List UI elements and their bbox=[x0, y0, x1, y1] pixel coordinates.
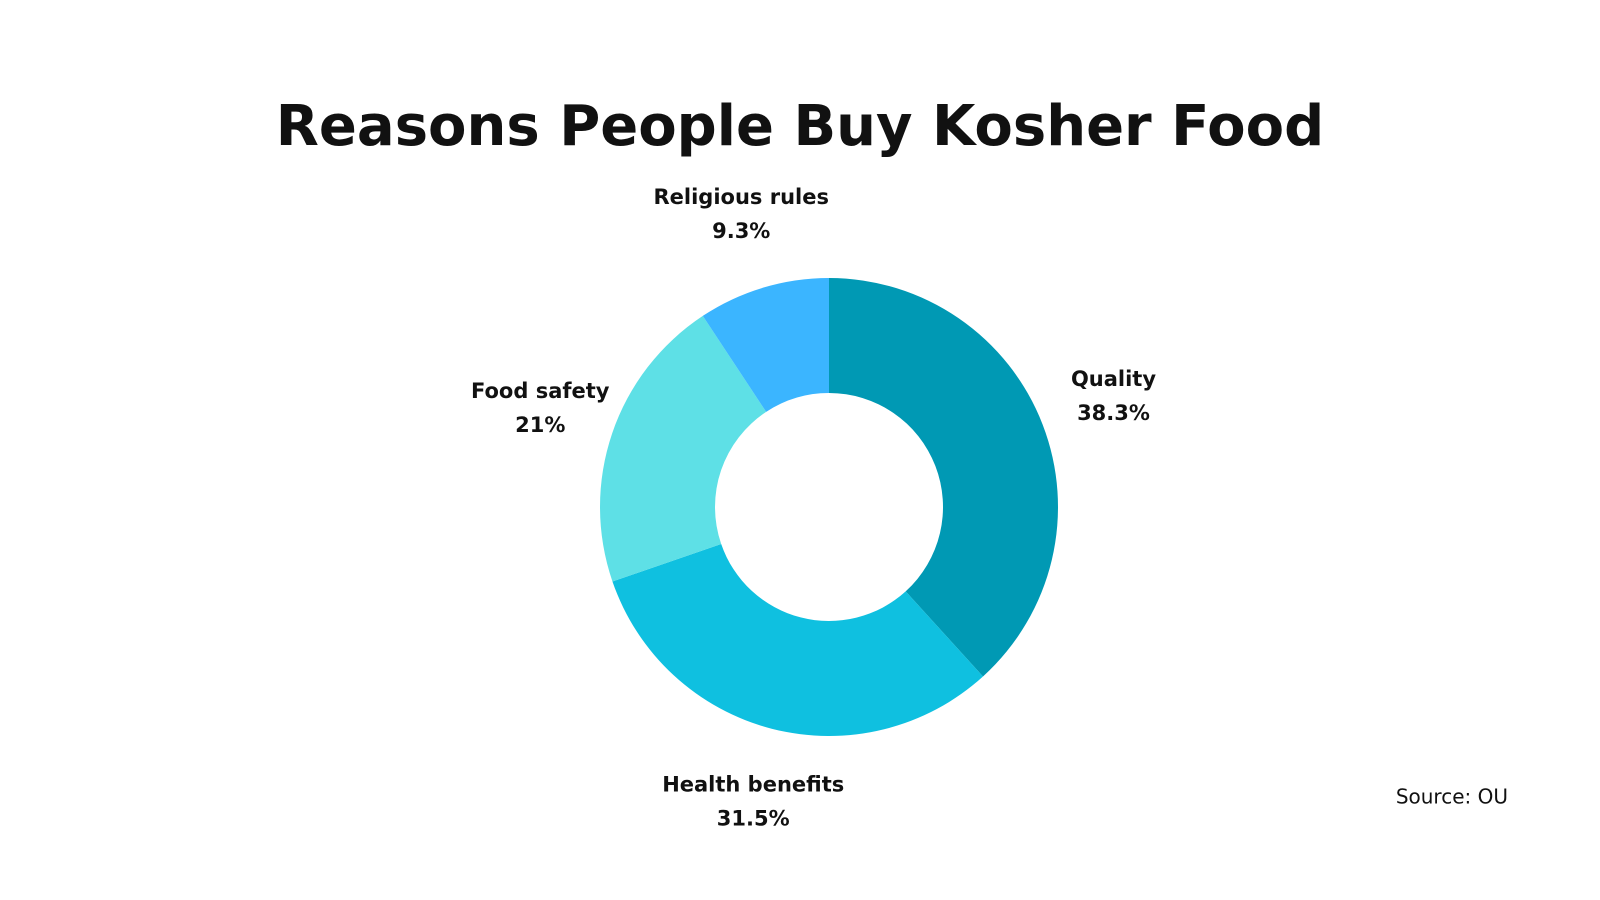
segment-label: Food safety bbox=[471, 379, 610, 403]
value-label: 9.3% bbox=[712, 219, 770, 243]
source: Source: OU bbox=[1396, 785, 1508, 809]
chart-title: Reasons People Buy Kosher Food bbox=[276, 94, 1324, 159]
donut-segment bbox=[702, 278, 829, 412]
segment-label: Religious rules bbox=[653, 185, 828, 209]
donut-segment bbox=[600, 315, 767, 582]
segment-label: Quality bbox=[1071, 367, 1156, 391]
segment-label: Health benefits bbox=[662, 772, 844, 796]
value-label: 38.3% bbox=[1077, 401, 1150, 425]
value-label: 31.5% bbox=[717, 806, 790, 830]
value-label: 21% bbox=[515, 413, 565, 437]
donut-segment bbox=[612, 544, 983, 736]
donut-segment bbox=[829, 278, 1058, 677]
